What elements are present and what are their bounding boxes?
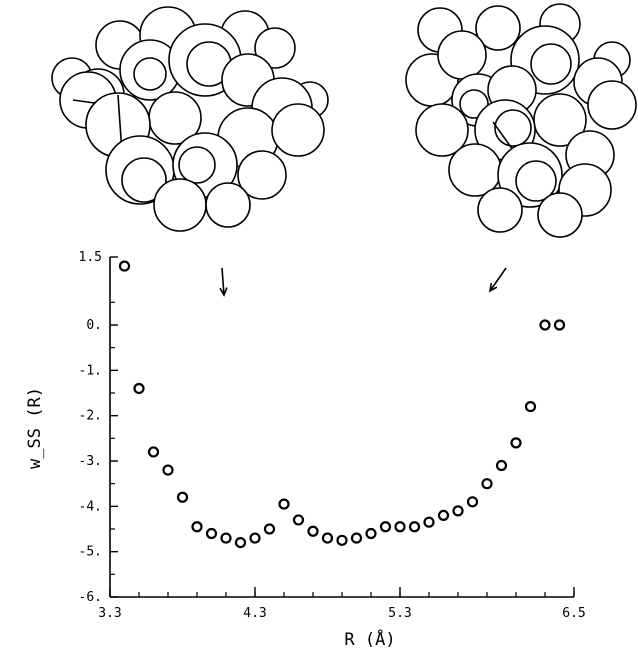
bond-line bbox=[492, 121, 514, 151]
data-point bbox=[220, 532, 232, 544]
data-point bbox=[495, 459, 508, 472]
atom-sphere bbox=[537, 192, 583, 238]
data-point bbox=[249, 532, 261, 544]
molecule-right-illustration bbox=[405, 3, 637, 238]
atom-highlight bbox=[178, 146, 216, 184]
data-point bbox=[162, 464, 174, 476]
data-point bbox=[336, 534, 348, 546]
atom-sphere bbox=[437, 30, 487, 80]
y-tick-label: 1.5 bbox=[79, 250, 102, 265]
data-point bbox=[350, 532, 363, 544]
data-point bbox=[466, 496, 479, 508]
atom-sphere bbox=[271, 103, 325, 157]
data-series bbox=[118, 260, 566, 549]
data-point bbox=[365, 527, 377, 540]
arrow-down-annotation bbox=[219, 267, 228, 297]
atom-highlight bbox=[494, 109, 532, 147]
x-axis-ticks: 3.3 4.3 5.3 6.5 bbox=[98, 587, 586, 621]
x-tick-label: 5.3 bbox=[388, 606, 411, 621]
atom-sphere bbox=[448, 143, 502, 197]
data-point bbox=[205, 527, 218, 540]
atom-sphere bbox=[587, 80, 637, 130]
x-tick-label: 3.3 bbox=[98, 606, 121, 621]
atom-sphere bbox=[153, 178, 207, 232]
y-axis-title: w_SS (R) bbox=[25, 387, 45, 469]
data-point bbox=[321, 532, 334, 544]
plot-area: 1.5 0. -1. -2. -3. -4. -5. -6. 3.3 4.3 5.3 6.5 w_S… bbox=[25, 250, 586, 650]
atom-sphere bbox=[254, 27, 296, 69]
atom-sphere bbox=[477, 187, 523, 233]
data-point bbox=[452, 505, 464, 517]
atom-highlight bbox=[515, 160, 557, 202]
arrow-diagonal-annotation bbox=[488, 267, 507, 293]
y-tick-label: -2. bbox=[79, 409, 102, 424]
data-point bbox=[481, 478, 493, 490]
atom-highlight bbox=[133, 57, 167, 91]
y-tick-label: -3. bbox=[79, 454, 102, 469]
data-point bbox=[133, 382, 145, 395]
data-point bbox=[191, 521, 203, 533]
y-tick-label: -6. bbox=[79, 590, 102, 605]
atom-sphere bbox=[415, 103, 469, 157]
data-point bbox=[524, 401, 537, 413]
data-point bbox=[118, 260, 131, 272]
data-point bbox=[176, 491, 189, 503]
atom-sphere bbox=[205, 182, 251, 228]
data-point bbox=[147, 446, 160, 458]
y-tick-label: -5. bbox=[79, 545, 102, 560]
x-tick-label: 4.3 bbox=[243, 606, 266, 621]
data-point bbox=[408, 521, 421, 533]
data-point bbox=[437, 509, 450, 522]
data-point bbox=[394, 521, 406, 533]
data-point bbox=[379, 521, 392, 533]
atom-highlight bbox=[121, 157, 167, 203]
y-tick-label: 0. bbox=[86, 318, 102, 333]
data-point bbox=[539, 319, 551, 331]
data-point bbox=[263, 523, 276, 535]
atom-highlight bbox=[530, 43, 572, 85]
data-point bbox=[307, 525, 319, 537]
annotation-arrows bbox=[219, 267, 507, 297]
y-axis-ticks: 1.5 0. -1. -2. -3. -4. -5. -6. bbox=[79, 250, 118, 605]
data-point bbox=[553, 319, 566, 331]
data-point bbox=[234, 536, 247, 549]
data-point bbox=[278, 498, 290, 510]
atom-sphere bbox=[237, 150, 287, 200]
x-axis-title: R (Å) bbox=[344, 628, 395, 650]
x-tick-label: 6.5 bbox=[562, 606, 585, 621]
data-point bbox=[292, 514, 305, 526]
y-tick-label: -1. bbox=[79, 363, 102, 378]
molecule-left-illustration bbox=[51, 6, 329, 232]
atom-sphere bbox=[475, 5, 521, 51]
data-point bbox=[510, 437, 522, 449]
y-tick-label: -4. bbox=[79, 499, 102, 514]
data-point bbox=[423, 516, 435, 528]
